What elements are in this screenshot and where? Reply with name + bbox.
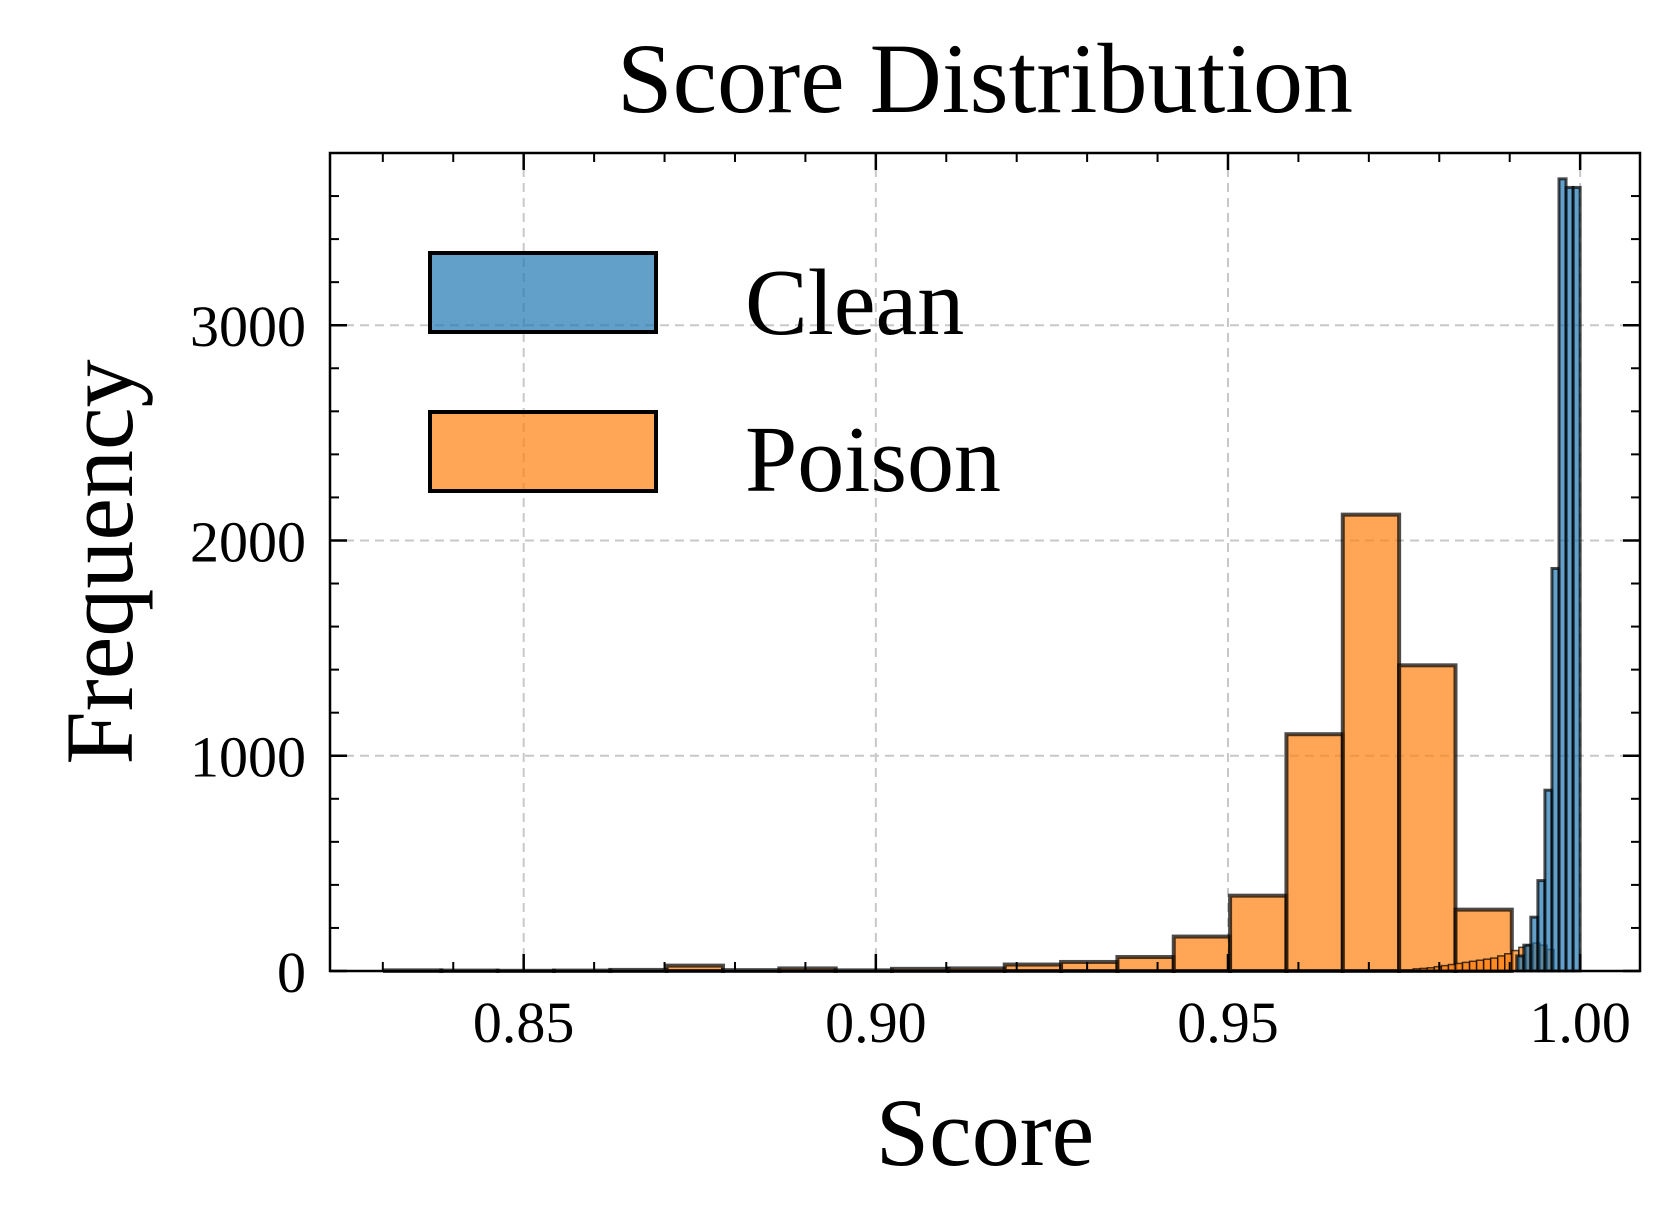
chart-title: Score Distribution (617, 23, 1353, 134)
histogram-bar-poison (1059, 959, 1120, 973)
histogram-bar-poison-tail (1482, 958, 1492, 972)
y-tick-label: 0 (277, 940, 306, 1005)
histogram-bar-poison (1397, 663, 1458, 973)
plot-frame (328, 151, 1642, 973)
histogram-bar-poison-tail (1461, 961, 1471, 972)
histogram-bar-poison-tail (1504, 953, 1513, 972)
histogram-bar-poison-tail (1475, 959, 1485, 972)
histogram-bar-poison (1228, 893, 1289, 973)
legend: Clean Poison (428, 251, 1001, 512)
histogram-bar-clean (1571, 185, 1582, 973)
histogram-bar-poison (1284, 732, 1345, 973)
x-tick-label: 0.95 (1177, 990, 1279, 1055)
histogram-bar-poison (1171, 934, 1233, 974)
legend-swatch-clean (428, 251, 658, 334)
axis-ticks (330, 152, 1640, 973)
legend-swatch-poison (428, 410, 658, 493)
x-tick-labels: 0.85 0.90 0.95 1.00 (473, 990, 1631, 1055)
histogram-bar-poison-tail (1489, 957, 1499, 972)
legend-label-poison: Poison (745, 408, 1001, 512)
legend-label-clean: Clean (745, 251, 964, 355)
y-axis-label: Frequency (46, 359, 153, 764)
y-tick-label: 2000 (190, 509, 306, 574)
histogram-bar-poison-tail (1496, 955, 1506, 972)
histogram-bar-poison (1340, 512, 1402, 973)
y-tick-labels: 0 1000 2000 3000 (190, 294, 306, 1005)
x-tick-label: 1.00 (1529, 990, 1631, 1055)
x-axis-label: Score (876, 1079, 1095, 1186)
histogram-bar-poison-tail (1468, 960, 1478, 972)
x-tick-label: 0.90 (825, 990, 927, 1055)
x-tick-label: 0.85 (473, 990, 575, 1055)
histogram-bar-poison (1115, 955, 1176, 973)
y-tick-label: 3000 (190, 294, 306, 359)
y-tick-label: 1000 (190, 725, 306, 790)
